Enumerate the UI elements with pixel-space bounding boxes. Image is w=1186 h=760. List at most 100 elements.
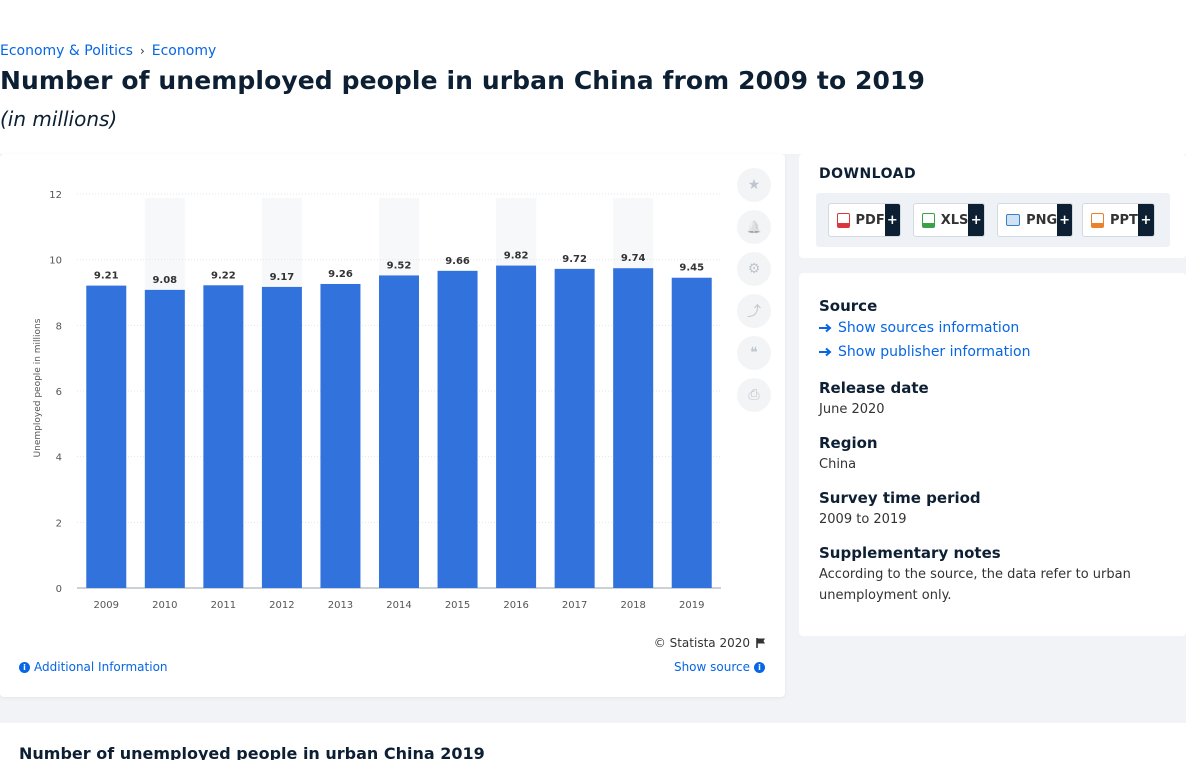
region-value: China — [819, 457, 857, 472]
bar-2011 — [203, 285, 244, 588]
bar-value-label: 9.72 — [562, 254, 587, 265]
chart-tools: ★ 🔔 ⚙ ⤴ ❝ ⎙ — [737, 168, 773, 420]
show-sources-label: Show sources information — [838, 320, 1020, 336]
bar-value-label: 9.26 — [328, 269, 353, 280]
pdf-file-icon — [837, 212, 850, 228]
bar-value-label: 9.74 — [621, 253, 646, 264]
statista-credit: © Statista 2020 — [654, 636, 767, 650]
print-button[interactable]: ⎙ — [737, 378, 771, 412]
bar-value-label: 9.22 — [211, 270, 236, 281]
chart-card: 0 2 4 6 8 10 12 Unemployed people in millions 9.… — [0, 154, 785, 697]
bar-2016 — [496, 265, 537, 588]
breadcrumb-link-economy-politics[interactable]: Economy & Politics — [0, 43, 133, 59]
bar-value-label: 9.17 — [270, 272, 295, 283]
download-xls-label: XLS — [940, 212, 969, 228]
related-statistic-title: Number of unemployed people in urban Chi… — [19, 744, 485, 760]
page-subtitle: (in millions) — [0, 107, 118, 131]
x-tick-label: 2010 — [152, 600, 177, 611]
bar-2010 — [144, 289, 185, 588]
y-tick-label: 10 — [49, 256, 62, 267]
plus-icon: + — [884, 204, 900, 236]
y-tick-label: 12 — [49, 190, 62, 201]
survey-period-heading: Survey time period — [819, 489, 981, 507]
y-axis-label: Unemployed people in millions — [33, 318, 43, 457]
additional-information-link[interactable]: i Additional Information — [19, 660, 168, 674]
show-source-label: Show source — [673, 660, 750, 674]
credit-text: © Statista 2020 — [653, 636, 750, 650]
plus-icon: + — [1138, 204, 1154, 236]
show-publisher-link[interactable]: Show publisher information — [819, 344, 1030, 360]
download-ppt-label: PPT — [1110, 212, 1138, 228]
cite-button[interactable]: ❝ — [737, 336, 771, 370]
top-navigation-bar — [0, 0, 1186, 36]
info-icon: i — [754, 661, 765, 673]
source-heading: Source — [819, 297, 878, 315]
bar-value-label: 9.21 — [94, 271, 119, 282]
bar-2012 — [261, 286, 302, 588]
bar-value-label: 9.45 — [679, 263, 704, 274]
download-xls-button[interactable]: XLS + — [913, 203, 985, 237]
region-heading: Region — [819, 434, 878, 452]
download-png-label: PNG — [1026, 212, 1058, 228]
release-date-heading: Release date — [819, 379, 929, 397]
breadcrumb-link-economy[interactable]: Economy — [151, 43, 217, 59]
breadcrumb: Economy & Politics › Economy — [0, 43, 216, 59]
show-source-link[interactable]: Show source i — [674, 660, 765, 674]
download-title: DOWNLOAD — [819, 166, 917, 182]
arrow-right-icon — [819, 323, 832, 333]
bar-2014 — [379, 275, 419, 588]
y-tick-label: 4 — [56, 453, 62, 464]
png-file-icon — [1006, 214, 1021, 226]
bar-value-label: 9.08 — [152, 275, 177, 286]
download-pdf-button[interactable]: PDF + — [828, 203, 901, 237]
supplementary-notes-heading: Supplementary notes — [819, 544, 1001, 562]
bar-value-label: 9.66 — [445, 256, 470, 267]
page-title: Number of unemployed people in urban Chi… — [0, 66, 926, 95]
arrow-right-icon — [819, 347, 832, 357]
x-tick-label: 2011 — [211, 600, 236, 611]
download-buttons-panel: PDF + XLS + PNG + PPT + — [816, 193, 1170, 247]
xls-file-icon — [922, 212, 935, 228]
bar-2019 — [671, 277, 712, 588]
bar-chart: 0 2 4 6 8 10 12 Unemployed people in millions 9.… — [33, 190, 721, 611]
x-tick-label: 2016 — [503, 600, 528, 611]
breadcrumb-separator: › — [139, 44, 145, 58]
info-icon: i — [19, 661, 30, 673]
y-tick-label: 6 — [56, 387, 62, 398]
print-icon: ⎙ — [748, 387, 760, 403]
bar-2017 — [554, 268, 595, 588]
bar-2015 — [437, 270, 478, 588]
related-statistic-card: Number of unemployed people in urban Chi… — [0, 723, 1186, 760]
y-tick-label: 8 — [56, 321, 62, 332]
gear-icon: ⚙ — [747, 261, 761, 277]
star-icon: ★ — [747, 177, 761, 193]
notification-button[interactable]: 🔔 — [737, 210, 771, 244]
download-pdf-label: PDF — [855, 212, 885, 228]
bar-value-label: 9.52 — [387, 260, 412, 271]
flag-icon[interactable] — [755, 637, 767, 649]
additional-information-label: Additional Information — [34, 660, 168, 674]
share-icon: ⤴ — [747, 304, 761, 320]
download-png-button[interactable]: PNG + — [997, 203, 1073, 237]
x-tick-label: 2012 — [269, 600, 294, 611]
x-tick-label: 2017 — [562, 600, 587, 611]
favorite-button[interactable]: ★ — [737, 168, 771, 202]
settings-button[interactable]: ⚙ — [737, 252, 771, 286]
plus-icon: + — [968, 204, 984, 236]
download-ppt-button[interactable]: PPT + — [1082, 203, 1155, 237]
x-tick-label: 2018 — [620, 600, 645, 611]
y-tick-label: 0 — [56, 584, 62, 595]
metadata-card: Source Show sources information Show pub… — [799, 273, 1186, 636]
download-card: DOWNLOAD PDF + XLS + PNG + PPT + — [799, 154, 1186, 258]
quote-icon: ❝ — [750, 345, 758, 361]
x-tick-label: 2015 — [445, 600, 470, 611]
supplementary-notes-value: According to the source, the data refer … — [819, 567, 1131, 603]
x-tick-label: 2009 — [94, 600, 119, 611]
show-sources-link[interactable]: Show sources information — [819, 320, 1019, 336]
ppt-file-icon — [1091, 212, 1104, 228]
x-tick-label: 2013 — [328, 600, 353, 611]
release-date-value: June 2020 — [819, 402, 885, 417]
share-button[interactable]: ⤴ — [737, 294, 771, 328]
plus-icon: + — [1057, 204, 1072, 236]
bell-icon: 🔔 — [746, 220, 762, 234]
